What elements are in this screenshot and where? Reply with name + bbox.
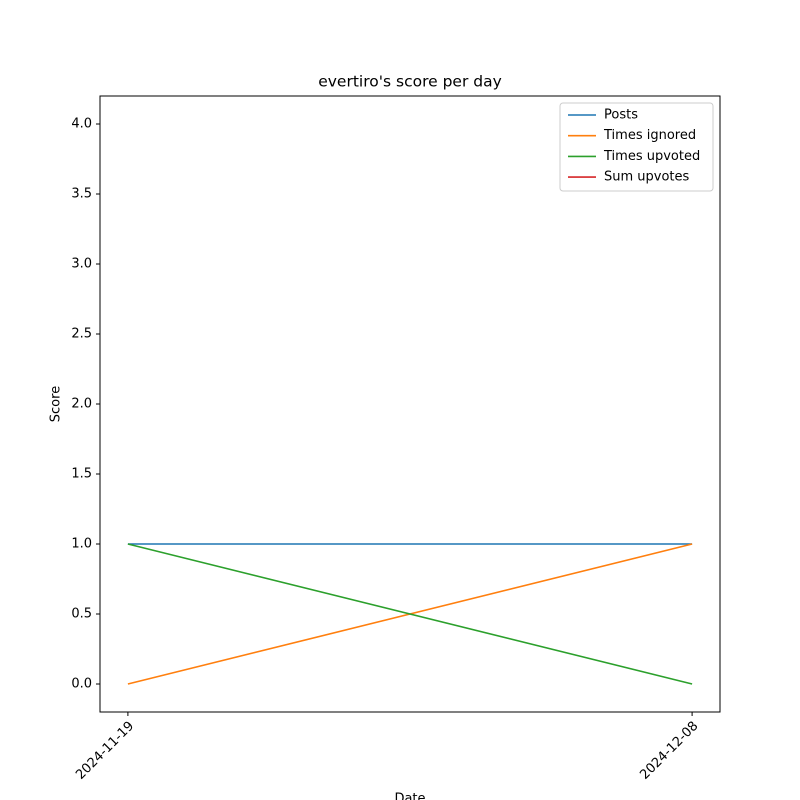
chart-title: evertiro's score per day bbox=[318, 73, 502, 91]
legend: Posts Times ignored Times upvoted Sum upvot… bbox=[559, 102, 714, 192]
y-tick-label: 1.0 bbox=[71, 537, 92, 552]
line-series bbox=[127, 543, 693, 685]
y-tick-label: 3.0 bbox=[71, 257, 92, 272]
legend-box bbox=[559, 102, 714, 192]
y-tick-label: 2.0 bbox=[71, 397, 92, 412]
y-tick-label: 0.0 bbox=[71, 677, 92, 692]
legend-label: Sum upvotes bbox=[604, 170, 690, 185]
legend-label: Times ignored bbox=[603, 128, 696, 143]
y-tick-label: 3.5 bbox=[71, 187, 92, 202]
x-axis-label: Date bbox=[394, 792, 425, 800]
y-tick-label: 0.5 bbox=[71, 607, 92, 622]
legend-label: Times upvoted bbox=[603, 149, 700, 164]
y-tick-label: 1.5 bbox=[71, 467, 92, 482]
y-axis-label: Score bbox=[49, 386, 64, 422]
legend-label: Posts bbox=[604, 108, 638, 123]
y-tick-label: 2.5 bbox=[71, 327, 92, 342]
plot-frame bbox=[99, 95, 721, 713]
y-tick-label: 4.0 bbox=[71, 117, 92, 132]
